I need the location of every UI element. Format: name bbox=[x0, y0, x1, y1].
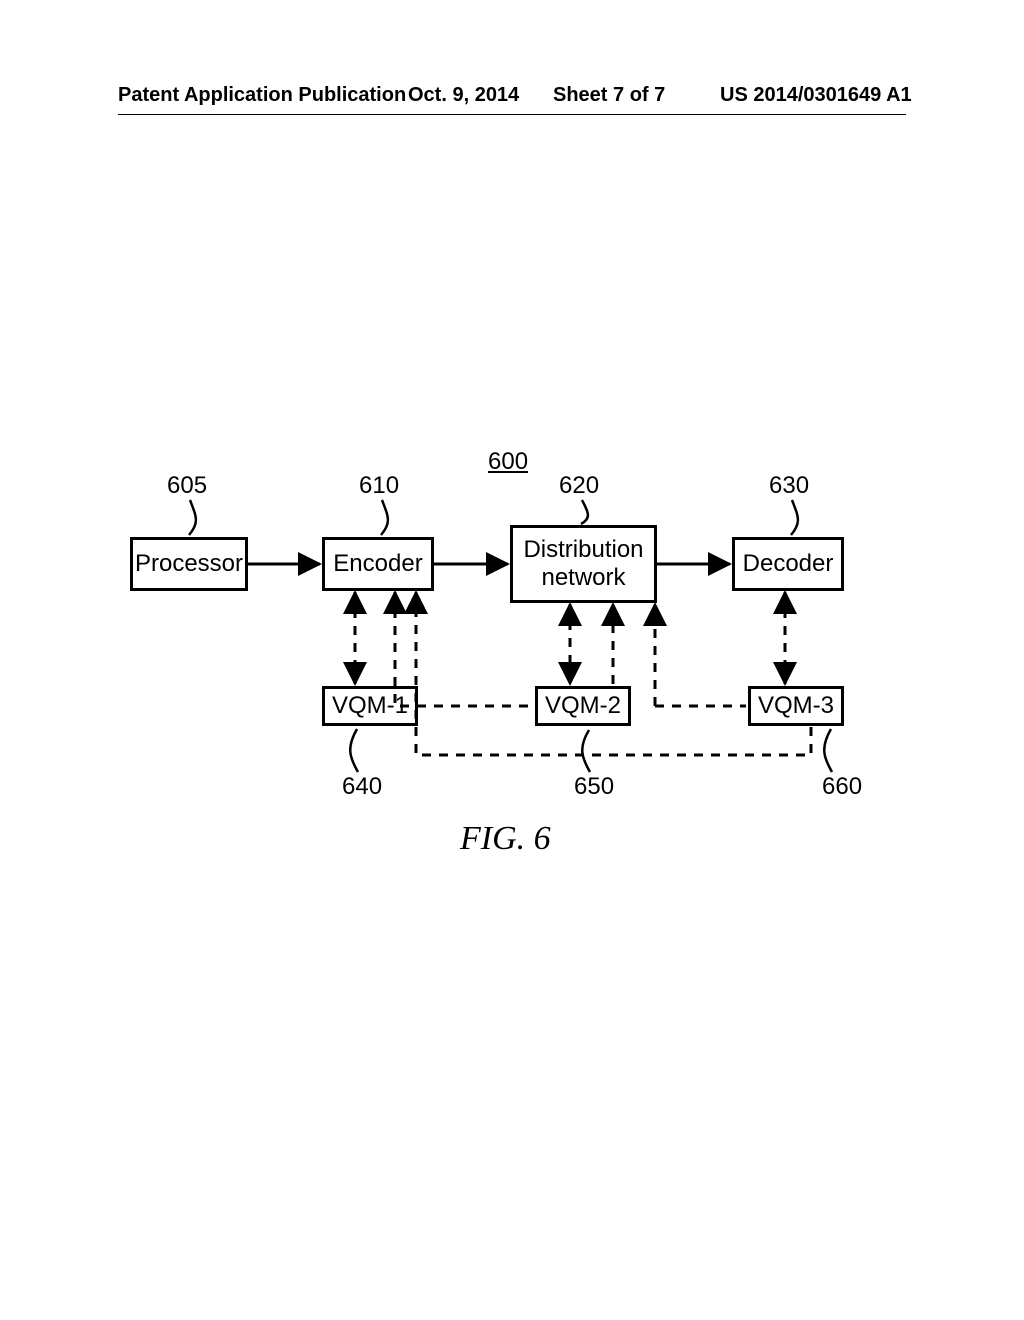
distnet-ref: 620 bbox=[559, 472, 599, 500]
figure-caption: FIG. 6 bbox=[460, 820, 551, 858]
processor-label: Processor bbox=[135, 550, 243, 578]
decoder-ref: 630 bbox=[769, 472, 809, 500]
vqm1-block: VQM-1 bbox=[322, 686, 418, 726]
decoder-label: Decoder bbox=[743, 550, 834, 578]
page: Patent Application Publication Oct. 9, 2… bbox=[0, 0, 1024, 1320]
vqm3-ref: 660 bbox=[822, 773, 862, 801]
decoder-block: Decoder bbox=[732, 537, 844, 591]
vqm2-block: VQM-2 bbox=[535, 686, 631, 726]
vqm2-label: VQM-2 bbox=[545, 692, 621, 720]
vqm1-label: VQM-1 bbox=[332, 692, 408, 720]
distnet-block: Distribution network bbox=[510, 525, 657, 603]
processor-ref: 605 bbox=[167, 472, 207, 500]
connectors bbox=[0, 0, 1024, 1320]
encoder-ref: 610 bbox=[359, 472, 399, 500]
system-ref-label: 600 bbox=[488, 448, 528, 476]
processor-block: Processor bbox=[130, 537, 248, 591]
distnet-label: Distribution network bbox=[523, 536, 643, 591]
encoder-block: Encoder bbox=[322, 537, 434, 591]
figure-6: 600 605 610 620 630 Processor Encoder Di… bbox=[0, 0, 1024, 1320]
vqm1-ref: 640 bbox=[342, 773, 382, 801]
vqm3-label: VQM-3 bbox=[758, 692, 834, 720]
encoder-label: Encoder bbox=[333, 550, 422, 578]
vqm3-block: VQM-3 bbox=[748, 686, 844, 726]
vqm2-ref: 650 bbox=[574, 773, 614, 801]
